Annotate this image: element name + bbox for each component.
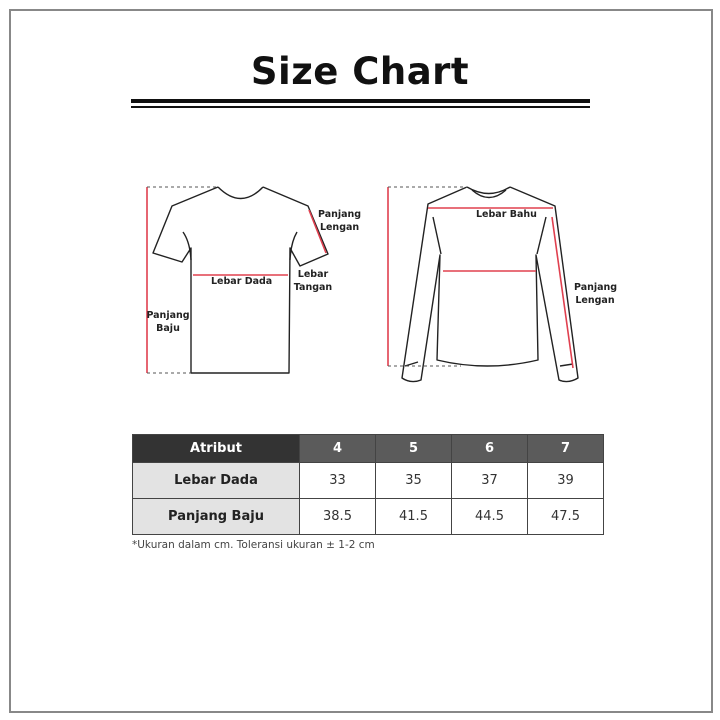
label-tshirt-panjang-lengan: Panjang Lengan — [318, 209, 362, 233]
page-title: Size Chart — [250, 50, 470, 93]
label-longsleeve-lebar-bahu: Lebar Bahu — [476, 209, 537, 220]
header-size: 5 — [375, 434, 452, 463]
header-size: 6 — [451, 434, 528, 463]
longsleeve-dashed-guides — [388, 186, 467, 367]
table-cell: 35 — [375, 462, 452, 499]
title-rule-bottom — [131, 106, 590, 108]
tshirt-outline — [152, 186, 329, 374]
table-cell: 39 — [527, 462, 604, 499]
table-cell: 41.5 — [375, 498, 452, 535]
label-tshirt-panjang-baju: Panjang Baju — [146, 310, 190, 334]
size-note: *Ukuran dalam cm. Toleransi ukuran ± 1-2… — [132, 539, 375, 551]
table-cell: 47.5 — [527, 498, 604, 535]
table-cell: 44.5 — [451, 498, 528, 535]
table-row: Panjang Baju 38.5 41.5 44.5 47.5 — [132, 498, 604, 535]
tshirt-dashed-guides — [147, 186, 218, 374]
row-label: Panjang Baju — [132, 498, 300, 535]
table-cell: 37 — [451, 462, 528, 499]
table-header-row: Atribut 4 5 6 7 — [132, 434, 604, 463]
size-table: Atribut 4 5 6 7 Lebar Dada 33 35 37 39 P… — [132, 434, 604, 535]
longsleeve-measure-lines — [387, 187, 574, 369]
header-size: 7 — [527, 434, 604, 463]
longsleeve-outline — [401, 186, 579, 383]
table-cell: 33 — [299, 462, 376, 499]
header-atribut: Atribut — [132, 434, 300, 463]
table-row: Lebar Dada 33 35 37 39 — [132, 462, 604, 499]
table-cell: 38.5 — [299, 498, 376, 535]
row-label: Lebar Dada — [132, 462, 300, 499]
header-size: 4 — [299, 434, 376, 463]
tshirt-measure-lines — [146, 187, 327, 373]
label-tshirt-lebar-tangan: Lebar Tangan — [293, 269, 333, 293]
label-longsleeve-panjang-lengan: Panjang Lengan — [574, 282, 618, 306]
page-border — [9, 9, 713, 713]
title-rule-top — [131, 99, 590, 103]
label-tshirt-lebar-dada: Lebar Dada — [211, 276, 273, 287]
